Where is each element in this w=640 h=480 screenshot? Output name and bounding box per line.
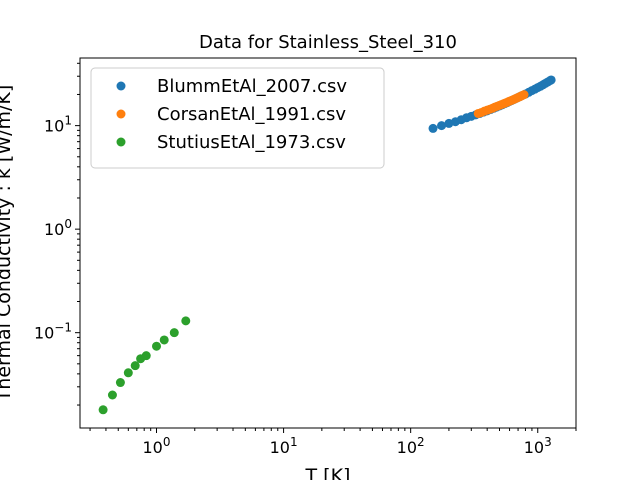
series-0-point <box>437 121 447 131</box>
legend-box <box>90 67 385 169</box>
x-axis-label: T [K] <box>305 465 351 480</box>
legend-marker <box>116 81 126 91</box>
legend-marker <box>116 137 126 147</box>
marker-layer <box>98 75 556 415</box>
legend-marker <box>116 109 126 119</box>
series-2-point <box>130 361 140 371</box>
series-1-point <box>519 90 529 100</box>
y-axis-label: Thermal Conductivity : k [W/m/K] <box>0 85 15 403</box>
series-0-point <box>428 123 438 133</box>
series-2-point <box>141 351 151 361</box>
x-tick-label: 103 <box>524 435 552 457</box>
legend-label: CorsanEtAl_1991.csv <box>157 104 346 125</box>
y-tick-label: 10−1 <box>34 321 72 343</box>
y-tick-label: 100 <box>44 217 72 239</box>
series-0-point <box>546 75 556 85</box>
x-axis-ticks: 100 101 102 103 <box>89 428 577 457</box>
x-tick-label: 101 <box>270 435 298 457</box>
x-tick-label: 100 <box>143 435 171 457</box>
y-axis-ticks: 10−1 100 101 <box>34 62 80 406</box>
series-2-point <box>107 390 117 400</box>
plot-frame <box>79 57 577 429</box>
series-2-point <box>98 405 108 415</box>
x-tick-label: 102 <box>397 435 425 457</box>
legend-label: StutiusEtAl_1973.csv <box>157 132 346 153</box>
series-2-point <box>181 316 191 326</box>
legend-label: BlummEtAl_2007.csv <box>157 76 347 97</box>
y-tick-label: 101 <box>44 114 72 136</box>
chart-title: Data for Stainless_Steel_310 <box>199 32 457 53</box>
series-2-point <box>115 378 125 388</box>
legend: BlummEtAl_2007.csv CorsanEtAl_1991.csv Stu… <box>90 67 385 169</box>
series-2-point <box>152 341 162 351</box>
series-2-point <box>159 335 169 345</box>
series-2-point <box>169 328 179 338</box>
series-2-point <box>123 368 133 378</box>
